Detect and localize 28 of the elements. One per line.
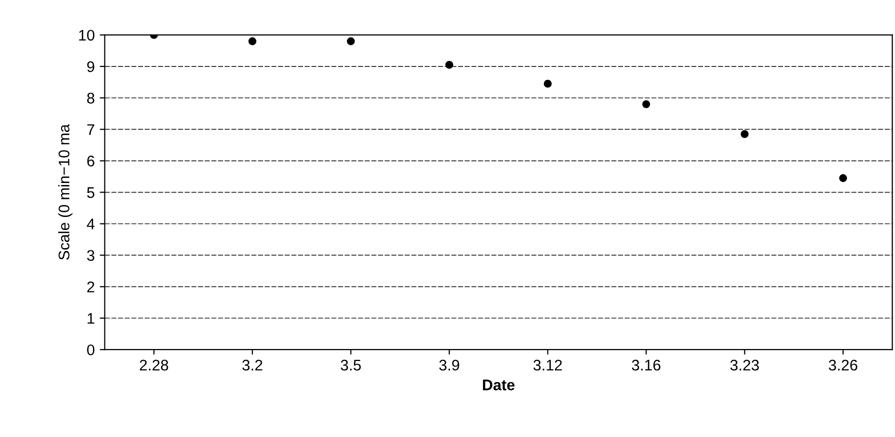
point — [740, 130, 749, 138]
y-tick-label: 2 — [87, 282, 94, 292]
y-tick-label: 7 — [87, 124, 94, 135]
x-tick-label: 3.12 — [533, 360, 562, 371]
y-tick-label: 10 — [79, 30, 94, 41]
y-tick-label: 8 — [87, 92, 94, 104]
x-tick-label: 3.26 — [828, 360, 858, 371]
y-tick-label: 4 — [86, 218, 95, 230]
y-tick-label: 3 — [87, 250, 94, 261]
y-tick-label: 9 — [87, 61, 94, 72]
y-tick-label: 1 — [88, 313, 94, 324]
x-axis-title: Date — [482, 380, 515, 390]
x-tick-label: 3.23 — [730, 360, 759, 371]
y-tick-label: 0 — [87, 344, 94, 356]
y-tick-label: 6 — [87, 156, 94, 166]
x-tick-label: 2.28 — [140, 360, 168, 371]
y-axis-title: Scale (0 min−10 ma — [58, 124, 72, 260]
point — [248, 37, 256, 46]
point — [544, 80, 552, 88]
y-tick-label: 5 — [87, 187, 94, 198]
x-tick-label: 3.2 — [242, 360, 262, 371]
point — [445, 60, 454, 69]
x-tick-label: 3.9 — [439, 360, 460, 371]
point — [346, 37, 355, 46]
point — [839, 174, 848, 182]
x-tick-label: 3.16 — [632, 360, 660, 371]
x-tick-label: 3.5 — [340, 360, 361, 371]
point — [642, 100, 650, 108]
